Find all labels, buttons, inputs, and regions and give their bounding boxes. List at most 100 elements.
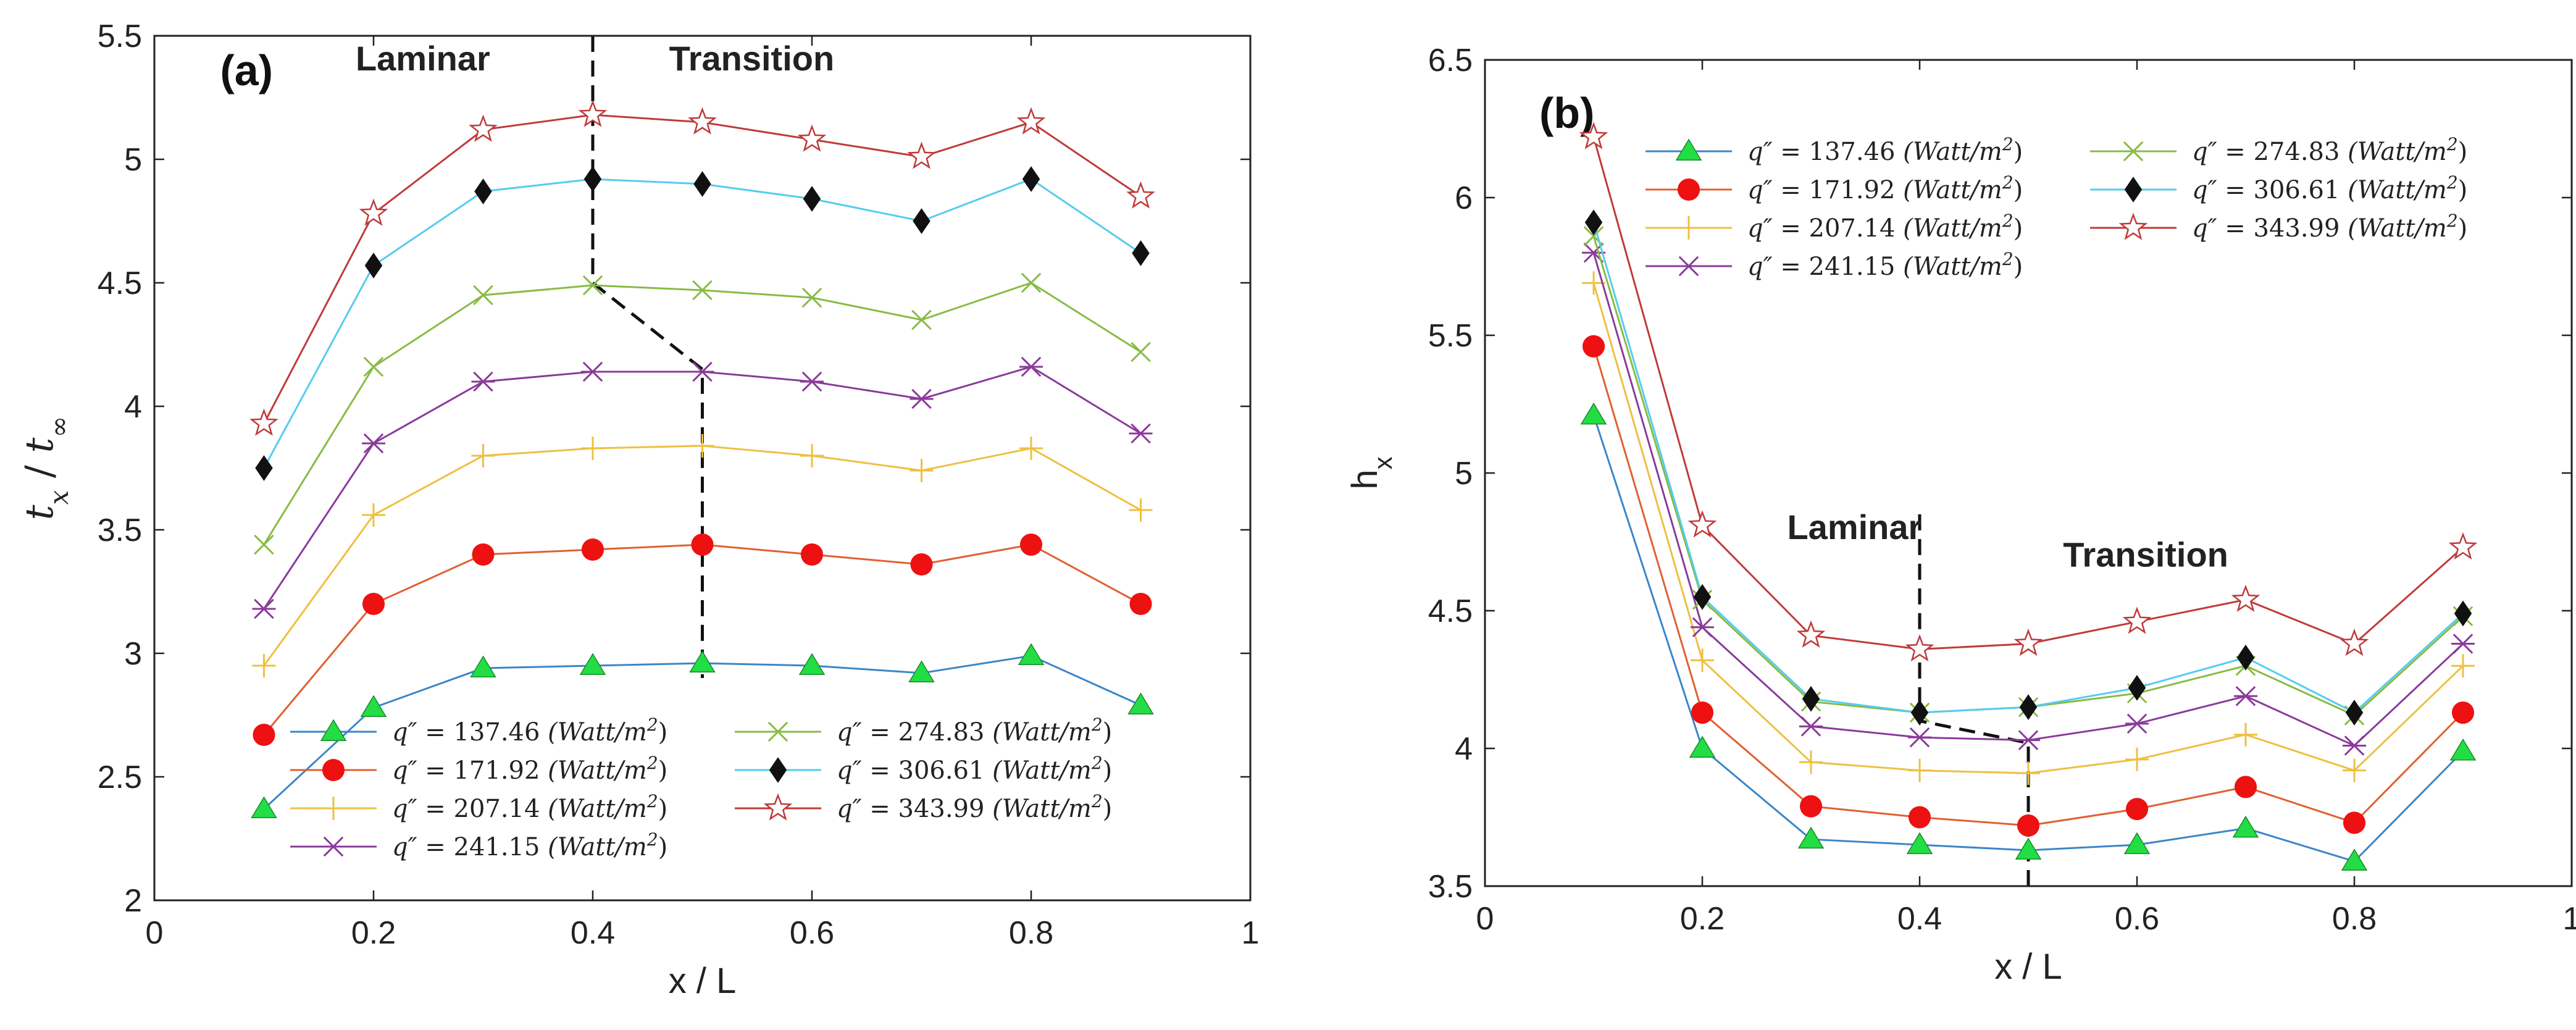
legend-item: q″ = 137.46 (Watt/m2): [290, 714, 667, 747]
data-point: [581, 361, 604, 382]
legend-item: q″ = 137.46 (Watt/m2): [1646, 134, 2023, 167]
legend-item: q″ = 274.83 (Watt/m2): [735, 714, 1112, 747]
legend-marker: [1677, 216, 1700, 240]
data-point: [1127, 692, 1154, 714]
region-label-transition: Transition: [2063, 535, 2228, 574]
data-point: [1018, 643, 1045, 665]
axes-frame: [153, 35, 1252, 902]
legend-item: q″ = 207.14 (Watt/m2): [1646, 211, 2023, 243]
legend-marker: [767, 721, 788, 742]
data-point: [2236, 644, 2255, 671]
legend-item: q″ = 241.15 (Watt/m2): [290, 829, 667, 862]
data-point: [908, 660, 935, 682]
x-tick-label: 0: [146, 915, 164, 951]
laminar-transition-boundary: [1918, 514, 2030, 886]
data-point: [1126, 181, 1155, 209]
data-point: [1908, 806, 1931, 829]
legend-marker: [1675, 138, 1702, 161]
legend-label: q″ = 171.92 (Watt/m2): [1747, 172, 2023, 205]
data-point: [2345, 700, 2364, 726]
legend-label: q″ = 207.14 (Watt/m2): [392, 791, 667, 824]
legend-item: q″ = 207.14 (Watt/m2): [290, 791, 667, 824]
data-point: [2454, 600, 2472, 627]
legend-marker: [2124, 177, 2143, 203]
data-point: [1019, 437, 1043, 460]
data-point: [1799, 750, 1823, 774]
y-tick-label: 4: [1455, 731, 1473, 767]
legend-item: q″ = 241.15 (Watt/m2): [1646, 249, 2023, 282]
data-point: [2232, 815, 2259, 838]
legend-item: q″ = 171.92 (Watt/m2): [290, 753, 667, 785]
legend-marker: [322, 836, 345, 857]
data-point: [691, 533, 714, 556]
data-point: [1582, 335, 1605, 358]
legend-marker: [763, 793, 793, 821]
data-point: [1021, 272, 1042, 293]
legend-label: q″ = 343.99 (Watt/m2): [837, 791, 1112, 824]
data-point: [2019, 694, 2038, 720]
y-tick-label: 2: [124, 883, 142, 919]
data-point: [1797, 826, 1825, 849]
data-point: [2341, 848, 2368, 871]
legend-item: q″ = 171.92 (Watt/m2): [1646, 172, 2023, 205]
data-point: [907, 141, 936, 169]
legend-label: q″ = 137.46 (Watt/m2): [1747, 134, 2023, 167]
data-point: [911, 309, 932, 330]
data-point: [2451, 634, 2475, 654]
data-point: [801, 287, 822, 308]
data-point: [1016, 107, 1046, 135]
series-3: [1582, 242, 2475, 756]
y-tick-label: 5: [1455, 456, 1473, 492]
data-point: [688, 107, 717, 135]
data-point: [579, 653, 606, 675]
data-point: [1582, 271, 1605, 295]
legend-label: q″ = 241.15 (Watt/m2): [392, 829, 667, 862]
laminar-transition-boundary: [591, 36, 704, 678]
legend-marker: [1677, 256, 1700, 277]
series-0: [251, 643, 1154, 818]
data-point: [470, 655, 496, 677]
y-tick-label: 6: [1455, 180, 1473, 216]
data-point: [471, 444, 495, 467]
panel-label: (b): [1539, 89, 1594, 137]
data-point: [2123, 832, 2151, 855]
series-4: [254, 272, 1151, 555]
data-point: [1691, 648, 1714, 672]
y-tick-label: 3: [124, 636, 142, 672]
y-tick-label: 4.5: [1428, 593, 1473, 629]
data-point: [2125, 798, 2149, 821]
data-point: [1129, 423, 1153, 444]
data-point: [2128, 674, 2146, 701]
data-point: [2451, 654, 2475, 678]
data-point: [252, 654, 276, 677]
data-point: [910, 553, 933, 576]
y-tick-label: 2.5: [98, 760, 142, 795]
legend-item: q″ = 274.83 (Watt/m2): [2090, 134, 2467, 166]
axes-frame: [1484, 59, 2573, 887]
data-point: [803, 186, 821, 212]
y-tick-label: 5.5: [1428, 318, 1473, 354]
legend-label: q″ = 241.15 (Watt/m2): [1747, 249, 2023, 282]
data-point: [364, 253, 383, 278]
data-point: [581, 437, 604, 460]
legend-label: q″ = 137.46 (Watt/m2): [392, 714, 667, 747]
data-point: [2231, 584, 2260, 613]
data-point: [2343, 735, 2366, 756]
series-5: [1584, 209, 2472, 726]
data-point: [1131, 341, 1151, 362]
data-point: [690, 361, 714, 382]
x-tick-label: 1: [2563, 901, 2576, 937]
data-point: [1019, 533, 1043, 556]
data-point: [2017, 814, 2040, 837]
y-tick-label: 4: [124, 389, 142, 425]
data-point: [2122, 606, 2152, 634]
data-point: [1799, 795, 1823, 818]
data-point: [2014, 629, 2043, 656]
series-1: [253, 533, 1152, 747]
series-0: [1580, 402, 2477, 871]
data-point: [474, 178, 492, 204]
x-tick-label: 0.8: [1009, 915, 1053, 951]
legend-label: q″ = 343.99 (Watt/m2): [2192, 211, 2467, 243]
